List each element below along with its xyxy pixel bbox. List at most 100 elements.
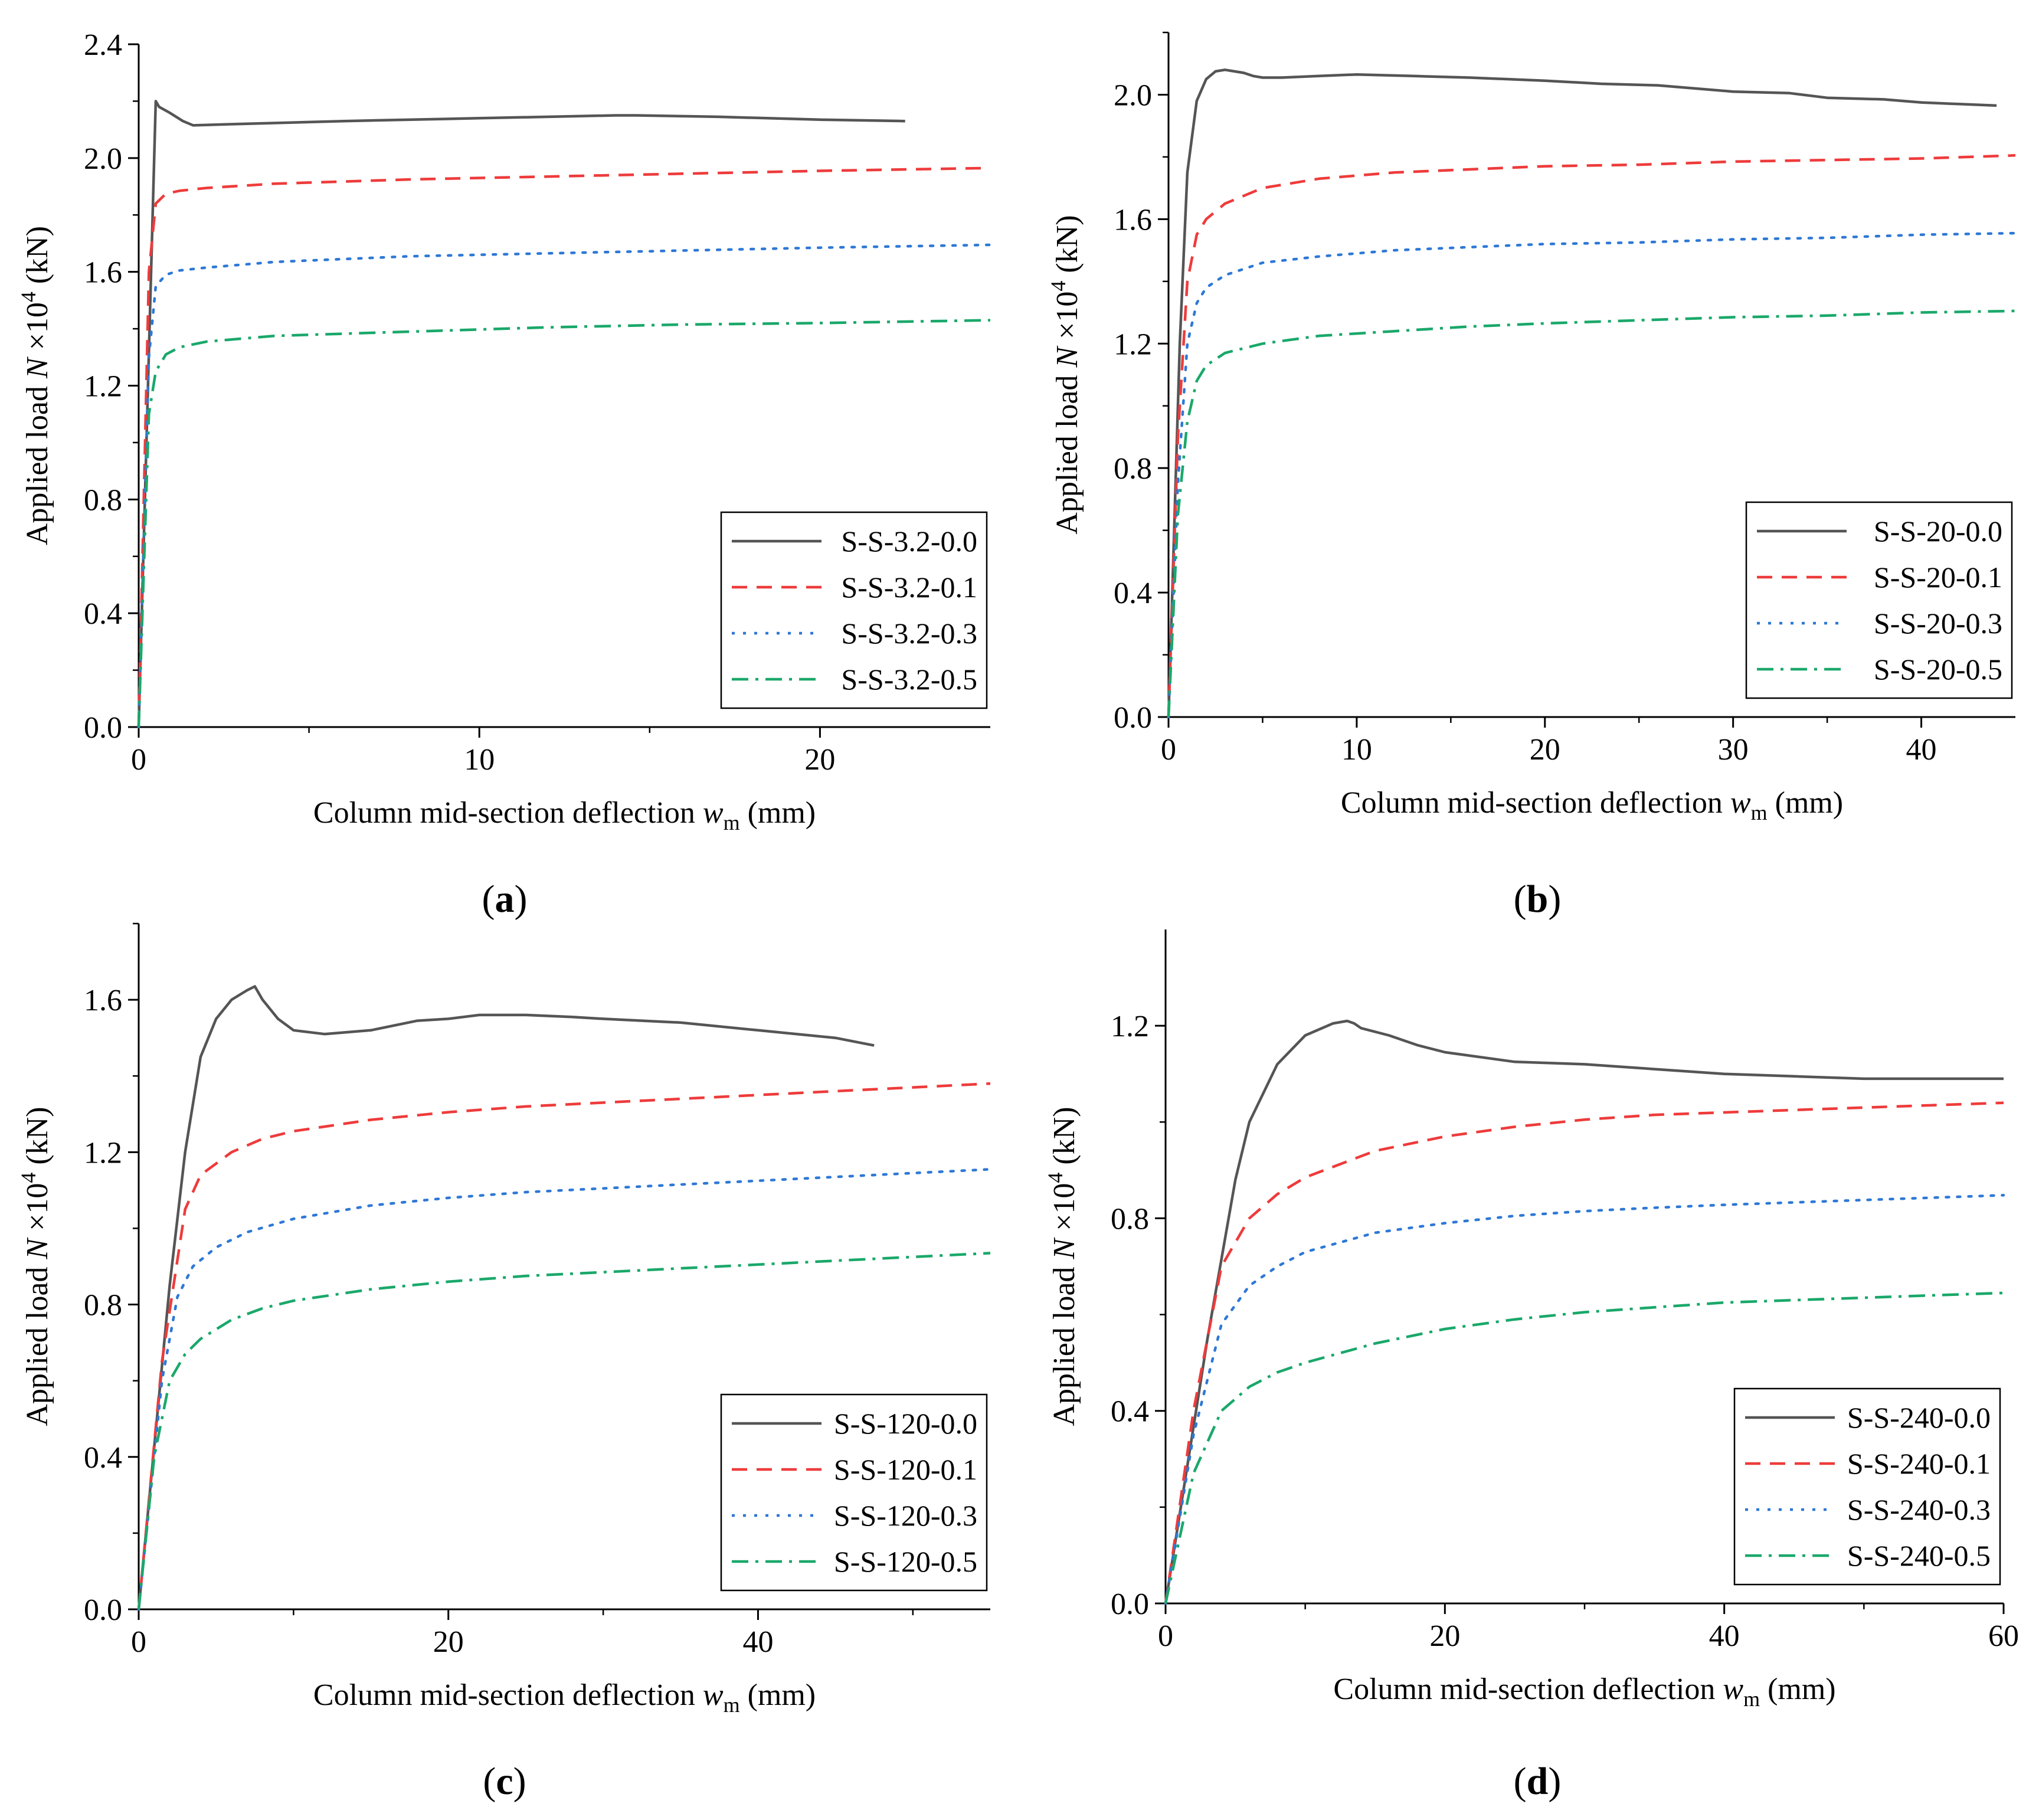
y-axis-label-suffix: (kN) xyxy=(21,226,54,292)
y-tick-label: 0.4 xyxy=(1114,577,1152,610)
x-axis-label-sub: m xyxy=(1743,1687,1760,1711)
x-axis-label-suffix: (mm) xyxy=(740,796,816,830)
y-axis-label-prefix: Applied load xyxy=(1050,368,1084,535)
panel-b: 0 10 20 30 40 0.0 0.4 0.8 1.2 1.6 2.0 Column mid-se… xyxy=(1046,31,2017,921)
series-line-S-S-20-0.1 xyxy=(1167,154,2016,718)
y-tick-label: 1.2 xyxy=(84,1136,122,1170)
x-tick-label: 20 xyxy=(1429,1619,1460,1653)
y-tick-label: 0.0 xyxy=(84,711,122,745)
y-axis-label-prefix: Applied load xyxy=(21,1259,54,1426)
y-axis-label-sup: 4 xyxy=(1043,1173,1067,1183)
x-axis-label-prefix: Column mid-section deflection xyxy=(1333,1672,1723,1706)
series-line-S-S-120-0.3 xyxy=(137,1168,992,1611)
x-axis-label: Column mid-section deflection wm (mm) xyxy=(1333,1672,1835,1711)
panel-label-close: ) xyxy=(1548,1760,1561,1803)
legend-box xyxy=(720,511,988,709)
legend: S-S-240-0.0 S-S-240-0.1 S-S-240-0.3 S-S-240… xyxy=(1733,1387,2001,1586)
panel-label-open: ( xyxy=(483,1760,496,1803)
y-tick-label: 0.8 xyxy=(1114,452,1152,486)
panel-label-open: ( xyxy=(1514,878,1527,921)
legend-label: S-S-240-0.1 xyxy=(1847,1447,1991,1480)
y-axis-label-mid: ×10 xyxy=(21,302,54,358)
y-axis-label-prefix: Applied load xyxy=(21,378,54,545)
x-tick-label: 40 xyxy=(1906,733,1937,767)
legend-box xyxy=(1733,1387,2001,1586)
y-axis-label-mid: ×10 xyxy=(21,1183,54,1239)
x-tick-label: 0 xyxy=(1158,1619,1173,1653)
series-line-S-S-20-0.5 xyxy=(1167,309,2016,718)
x-axis-label-var: w xyxy=(703,1678,724,1712)
y-axis-label-var: N xyxy=(1050,345,1084,368)
y-axis-label-mid: ×10 xyxy=(1050,292,1084,347)
series-line-S-S-3.2-0.1 xyxy=(137,166,991,728)
x-axis-label-var: w xyxy=(1723,1672,1743,1706)
legend-label: S-S-3.2-0.5 xyxy=(841,663,977,696)
panel-label-letter: c xyxy=(496,1760,513,1803)
legend: S-S-3.2-0.0 S-S-3.2-0.1 S-S-3.2-0.3 S-S-3.2… xyxy=(720,511,988,709)
legend-label: S-S-3.2-0.1 xyxy=(841,571,977,604)
x-tick-label: 40 xyxy=(1709,1619,1740,1653)
series-line-S-S-120-0.0 xyxy=(137,985,875,1610)
legend-label: S-S-20-0.5 xyxy=(1874,653,2002,686)
x-tick-label: 20 xyxy=(804,743,835,777)
x-axis-label-sub: m xyxy=(1751,801,1768,824)
y-axis-label-sup: 4 xyxy=(1046,281,1070,292)
x-tick-label: 30 xyxy=(1718,733,1749,767)
y-axis-label-prefix: Applied load xyxy=(1048,1259,1081,1426)
y-axis-label-mid: ×10 xyxy=(1048,1183,1081,1239)
series-line-S-S-240-0.1 xyxy=(1164,1101,2004,1604)
panel-label-open: ( xyxy=(1514,1760,1527,1803)
panel-label-close: ) xyxy=(1548,878,1561,921)
y-tick-label: 0.8 xyxy=(1111,1202,1149,1236)
x-axis-label-suffix: (mm) xyxy=(1768,786,1844,820)
y-tick-label: 0.0 xyxy=(1114,701,1152,735)
x-axis-label-prefix: Column mid-section deflection xyxy=(313,796,703,830)
x-tick-label: 0 xyxy=(131,1625,146,1659)
panel-label-close: ) xyxy=(513,1760,526,1803)
legend-box xyxy=(720,1393,988,1592)
x-axis-label: Column mid-section deflection wm (mm) xyxy=(1341,786,1843,824)
x-tick-label: 20 xyxy=(433,1625,464,1659)
x-tick-label: 60 xyxy=(1988,1619,2019,1653)
panel-c: 0 20 40 0.0 0.4 0.8 1.2 1.6 Column mid-section d… xyxy=(17,922,992,1803)
x-axis-label-prefix: Column mid-section deflection xyxy=(1341,786,1730,820)
y-tick-label: 0.4 xyxy=(84,1441,122,1475)
panel-d: 0 20 40 60 0.0 0.4 0.8 1.2 Column mid-section de… xyxy=(1043,929,2019,1803)
y-tick-label: 1.2 xyxy=(1114,328,1152,361)
panel-label-close: ) xyxy=(515,878,528,921)
x-axis-label-sub: m xyxy=(724,811,740,834)
y-axis-label-suffix: (kN) xyxy=(1050,215,1084,280)
legend-label: S-S-120-0.5 xyxy=(834,1545,977,1578)
y-tick-label: 1.2 xyxy=(1111,1010,1149,1043)
y-axis-label-var: N xyxy=(21,356,54,379)
x-tick-label: 20 xyxy=(1530,733,1560,767)
legend-label: S-S-3.2-0.0 xyxy=(841,525,977,558)
y-tick-label: 1.2 xyxy=(84,370,122,404)
y-axis-label: Applied load N ×104 (kN) xyxy=(17,1107,54,1426)
legend-label: S-S-120-0.3 xyxy=(834,1499,977,1532)
panel-label-letter: b xyxy=(1527,878,1549,921)
panel-label: (c) xyxy=(483,1760,526,1803)
series-line-S-S-120-0.5 xyxy=(137,1252,991,1610)
y-tick-label: 1.6 xyxy=(84,256,122,290)
panel-label-open: ( xyxy=(482,878,495,921)
y-axis-label-suffix: (kN) xyxy=(21,1107,54,1172)
panel-label-letter: a xyxy=(495,878,515,921)
legend: S-S-20-0.0 S-S-20-0.1 S-S-20-0.3 S-S-20-0.5 xyxy=(1745,501,2013,699)
y-tick-label: 0.8 xyxy=(84,483,122,517)
series-line-S-S-20-0.3 xyxy=(1167,231,2017,719)
x-tick-label: 10 xyxy=(1341,733,1372,767)
legend-box xyxy=(1745,501,2013,699)
series-line-S-S-3.2-0.3 xyxy=(137,243,992,729)
series-line-S-S-240-0.3 xyxy=(1164,1194,2005,1605)
x-tick-label: 0 xyxy=(131,743,146,777)
series-line-S-S-240-0.0 xyxy=(1164,1019,2004,1604)
panel-label: (b) xyxy=(1514,878,1562,921)
panel-a: 0 10 20 0.0 0.4 0.8 1.2 1.6 2.0 2.4 Column mid-sec… xyxy=(17,28,992,921)
y-axis-label: Applied load N ×104 (kN) xyxy=(1043,1107,1081,1426)
x-axis-label: Column mid-section deflection wm (mm) xyxy=(313,796,816,834)
panel-label: (a) xyxy=(482,878,528,921)
legend-label: S-S-20-0.0 xyxy=(1874,515,2002,548)
y-tick-label: 0.0 xyxy=(1111,1587,1149,1621)
